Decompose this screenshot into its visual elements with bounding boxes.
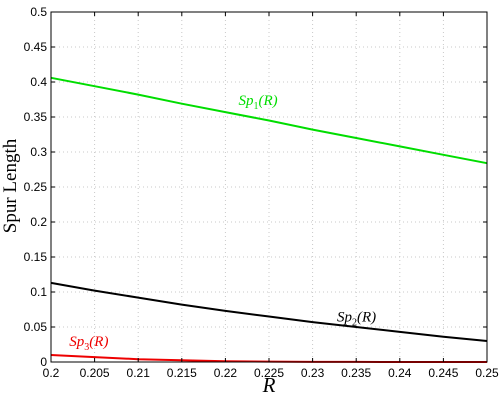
series-line-sp2: [50, 281, 488, 342]
y-tick-label: 0.35: [24, 110, 48, 124]
y-tick-label: 0.5: [30, 5, 47, 19]
tick-marks: 0.2 0.205 0.21 0.215 0.22 0.225 0.23 0.235 0.24 0…: [24, 5, 499, 380]
grid-lines: [51, 12, 487, 362]
y-tick-label: 0.4: [30, 75, 47, 89]
y-tick-label: 0.1: [30, 285, 47, 299]
x-tick-label: 0.23: [301, 366, 325, 380]
y-tick-label: 0.3: [30, 145, 47, 159]
y-tick-label: 0.2: [30, 215, 47, 229]
x-tick-label: 0.245: [428, 366, 458, 380]
x-axis-label: R: [262, 373, 276, 397]
x-tick-label: 0.21: [127, 366, 151, 380]
x-tick-label: 0.235: [341, 366, 371, 380]
y-tick-label: 0.05: [24, 320, 48, 334]
series-label-sp2: Sp2(R): [337, 309, 376, 328]
y-tick-label: 0.15: [24, 250, 48, 264]
x-tick-label: 0.22: [214, 366, 238, 380]
series-label-sp3: Sp3(R): [69, 334, 108, 353]
x-tick-label: 0.25: [475, 366, 499, 380]
y-tick-label: 0.45: [24, 40, 48, 54]
series-labels: Sp1(R) Sp2(R) Sp3(R): [69, 93, 376, 353]
x-tick-label: 0.205: [80, 366, 110, 380]
y-tick-label: 0.25: [24, 180, 48, 194]
x-tick-label: 0.225: [254, 366, 284, 380]
x-tick-label: 0.24: [388, 366, 412, 380]
series-line-sp1: [50, 76, 488, 165]
x-tick-label: 0.215: [167, 366, 197, 380]
series-label-sp1: Sp1(R): [238, 93, 277, 112]
y-axis-label: Spur Length: [0, 138, 21, 233]
x-tick-label: 0.2: [43, 366, 60, 380]
y-tick-label: 0: [40, 355, 47, 369]
